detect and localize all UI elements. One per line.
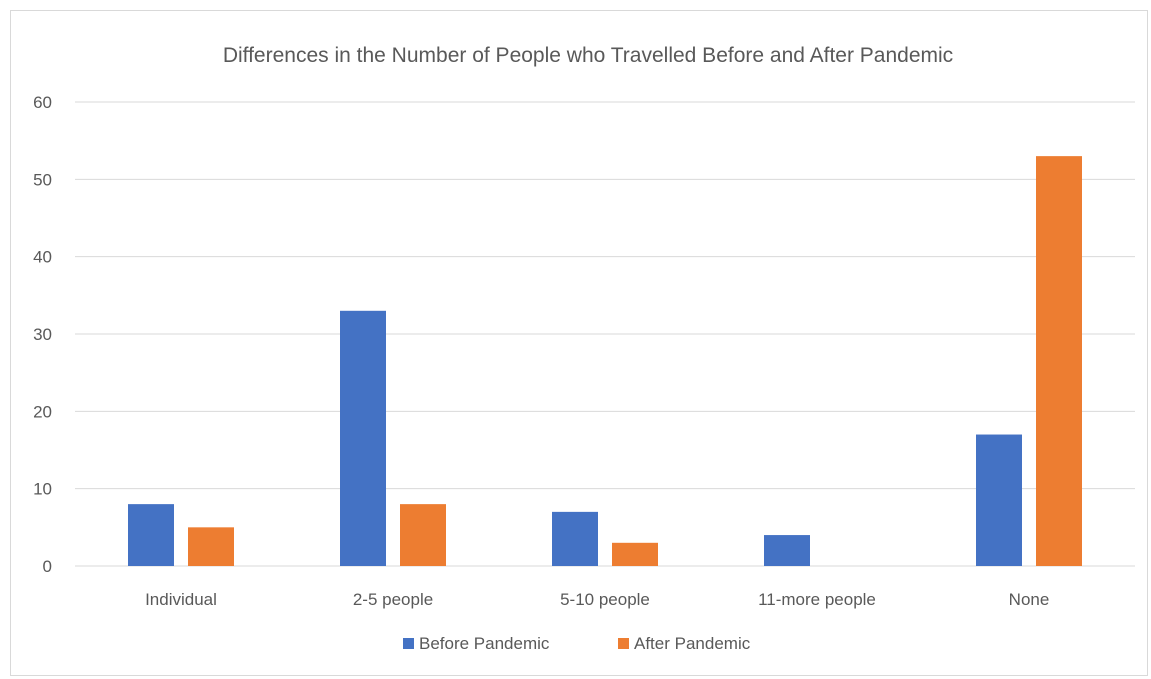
y-tick-label: 30 bbox=[33, 325, 52, 344]
bar-after-pandemic bbox=[188, 527, 234, 566]
y-tick-label: 40 bbox=[33, 248, 52, 267]
bar-after-pandemic bbox=[612, 542, 658, 566]
y-tick-label: 0 bbox=[43, 557, 52, 576]
gridlines bbox=[75, 101, 1135, 567]
bar-after-pandemic bbox=[400, 504, 446, 566]
x-axis-labels: Individual 2-5 people 5-10 people 11-more p… bbox=[145, 590, 1049, 609]
y-axis-ticks: 0 10 20 30 40 50 60 bbox=[33, 93, 52, 576]
bar-before-pandemic bbox=[340, 310, 386, 566]
bar-before-pandemic bbox=[976, 434, 1022, 566]
bar-before-pandemic bbox=[552, 511, 598, 566]
bar-after-pandemic bbox=[1036, 156, 1082, 566]
y-tick-label: 20 bbox=[33, 402, 52, 421]
bar-before-pandemic bbox=[128, 504, 174, 566]
y-tick-label: 50 bbox=[33, 170, 52, 189]
x-category-label: 5-10 people bbox=[560, 590, 650, 609]
x-category-label: 11-more people bbox=[758, 590, 876, 609]
chart-title: Differences in the Number of People who … bbox=[223, 44, 953, 67]
bars bbox=[128, 156, 1082, 566]
x-category-label: None bbox=[1009, 590, 1050, 609]
legend-label: After Pandemic bbox=[634, 634, 751, 653]
legend-swatch bbox=[403, 638, 414, 649]
bar-before-pandemic bbox=[764, 535, 810, 566]
legend: Before Pandemic After Pandemic bbox=[403, 634, 751, 653]
y-tick-label: 60 bbox=[33, 93, 52, 112]
legend-label: Before Pandemic bbox=[419, 634, 550, 653]
legend-swatch bbox=[618, 638, 629, 649]
y-tick-label: 10 bbox=[33, 480, 52, 499]
x-category-label: Individual bbox=[145, 590, 217, 609]
x-category-label: 2-5 people bbox=[353, 590, 433, 609]
